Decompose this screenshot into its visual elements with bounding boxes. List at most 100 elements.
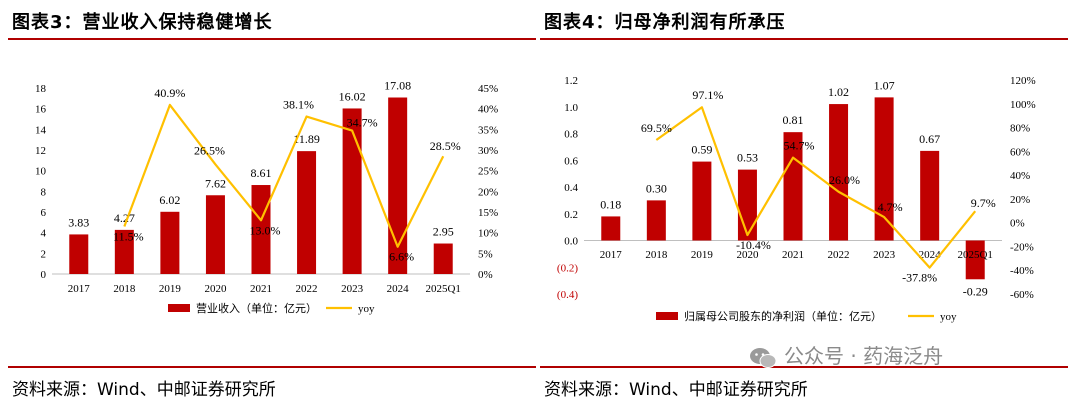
- yoy-value-label: -10.4%: [736, 238, 771, 252]
- yoy-value-label: 4.7%: [878, 200, 903, 214]
- bar: [920, 150, 940, 241]
- y-tick-left: 12: [35, 145, 46, 157]
- bar-value-label: 0.30: [646, 181, 667, 195]
- legend-bar-label: 归属母公司股东的净利润（单位：亿元）: [684, 309, 882, 323]
- yoy-value-label: 26.0%: [829, 173, 860, 187]
- bar-value-label: 0.81: [783, 113, 804, 127]
- x-tick-label: 2017: [68, 283, 91, 295]
- y-tick-right: 45%: [478, 83, 498, 95]
- bar: [69, 234, 89, 274]
- bar: [433, 243, 453, 274]
- y-tick-left: 2: [41, 248, 47, 260]
- y-tick-right: 25%: [478, 166, 498, 178]
- x-tick-label: 2020: [204, 283, 227, 295]
- bar: [692, 161, 712, 241]
- bar-value-label: 0.18: [600, 197, 621, 211]
- bar: [783, 132, 803, 241]
- bar-value-label: 0.59: [691, 143, 712, 157]
- y-tick-left: 18: [35, 83, 47, 95]
- legend-bar-swatch: [168, 304, 190, 312]
- bar-value-label: 0.53: [737, 151, 758, 165]
- y-tick-left: 1.2: [564, 75, 578, 87]
- watermark-text: 公众号 · 药海泛舟: [784, 344, 944, 368]
- legend-bar-swatch: [656, 312, 678, 320]
- bar-value-label: 16.02: [339, 89, 366, 103]
- y-tick-left: 0.0: [564, 236, 578, 248]
- y-tick-left: (0.4): [557, 289, 578, 301]
- y-tick-right: 120%: [1010, 75, 1036, 87]
- x-tick-label: 2019: [159, 283, 182, 295]
- y-tick-left: 4: [41, 228, 47, 240]
- x-tick-label: 2025Q1: [957, 249, 992, 261]
- y-tick-right: 60%: [1010, 146, 1030, 158]
- bar: [205, 195, 225, 274]
- wechat-icon: [750, 347, 777, 368]
- y-tick-right: 40%: [1010, 170, 1030, 182]
- y-tick-left: 8: [41, 186, 47, 198]
- legend-line-label: yoy: [940, 311, 957, 323]
- yoy-line: [123, 103, 445, 248]
- y-tick-left: 0.6: [564, 155, 578, 167]
- y-tick-right: 10%: [478, 228, 498, 240]
- chart-title: 图表4：归母净利润有所承压: [544, 12, 786, 33]
- y-tick-right: 20%: [478, 186, 498, 198]
- x-tick-label: 2023: [341, 283, 364, 295]
- bar-value-label: 8.61: [251, 166, 272, 180]
- y-tick-right: 40%: [478, 104, 498, 116]
- yoy-value-label: 28.5%: [430, 139, 461, 153]
- bar-value-label: 0.67: [919, 132, 940, 146]
- bar: [160, 211, 180, 274]
- bar: [342, 108, 362, 275]
- y-tick-left: 0.4: [564, 182, 578, 194]
- y-tick-right: 30%: [478, 145, 498, 157]
- bar-value-label: 3.83: [68, 215, 89, 229]
- net-profit-chart: (0.4) (0.2) 0.0 0.2 0.4 0.6 0.8 1.0 1.2 -60% -40% -…: [557, 75, 1036, 323]
- revenue-chart-panel: 图表3：营业收入保持稳健增长 0 2 4 6 8 10 12 14 16 18 0% 5% 10% 15%…: [8, 0, 538, 405]
- y-tick-left: 14: [35, 124, 47, 136]
- bar: [874, 97, 894, 241]
- yoy-value-label: 97.1%: [692, 88, 723, 102]
- y-tick-left: 1.0: [564, 102, 578, 114]
- y-tick-right: 5%: [478, 248, 493, 260]
- x-tick-label: 2018: [645, 249, 668, 261]
- bar-value-label: 2.95: [433, 225, 454, 239]
- net-profit-chart-panel: 图表4：归母净利润有所承压 (0.4) (0.2) 0.0 0.2 0.4 0.6 0.8 1…: [540, 0, 1070, 405]
- bar: [388, 97, 408, 274]
- y-tick-left: (0.2): [557, 262, 578, 274]
- bar-value-label: 11.89: [293, 132, 320, 146]
- y-tick-right: 100%: [1010, 99, 1036, 111]
- x-tick-label: 2018: [113, 283, 136, 295]
- bar: [829, 104, 849, 241]
- bar-value-label: 7.62: [205, 176, 226, 190]
- bar: [601, 216, 621, 241]
- footer-rule: [8, 366, 536, 368]
- y-tick-right: 0%: [478, 269, 493, 281]
- watermark: 公众号 · 药海泛舟: [748, 340, 943, 370]
- x-tick-label: 2024: [387, 283, 410, 295]
- y-tick-left: 0.8: [564, 129, 578, 141]
- bar: [965, 240, 985, 280]
- x-tick-label: 2024: [919, 249, 942, 261]
- y-tick-right: 0%: [1010, 218, 1025, 230]
- revenue-chart: 0 2 4 6 8 10 12 14 16 18 0% 5% 10% 15% 20% 25% 30% 35% 40%…: [35, 79, 498, 315]
- x-tick-label: 2021: [782, 249, 804, 261]
- y-tick-left: 0.2: [564, 209, 578, 221]
- chart-title: 图表3：营业收入保持稳健增长: [12, 12, 273, 33]
- bar-value-label: 4.27: [114, 211, 135, 225]
- x-tick-label: 2019: [691, 249, 714, 261]
- bar-value-label: -0.29: [963, 284, 988, 298]
- yoy-value-label: 26.5%: [194, 143, 225, 157]
- x-tick-label: 2017: [600, 249, 623, 261]
- yoy-value-label: 9.7%: [971, 196, 996, 210]
- yoy-value-label: -37.8%: [902, 271, 937, 285]
- bar-value-label: 6.02: [159, 193, 180, 207]
- yoy-value-label: 34.7%: [347, 116, 378, 130]
- bar-value-label: 1.02: [828, 85, 849, 99]
- bar: [737, 169, 757, 241]
- y-tick-right: 15%: [478, 207, 498, 219]
- bar-value-label: 1.07: [874, 78, 895, 92]
- y-tick-right: -40%: [1010, 265, 1034, 277]
- bar: [297, 151, 317, 274]
- y-tick-left: 0: [41, 269, 47, 281]
- yoy-value-label: 11.5%: [113, 229, 144, 243]
